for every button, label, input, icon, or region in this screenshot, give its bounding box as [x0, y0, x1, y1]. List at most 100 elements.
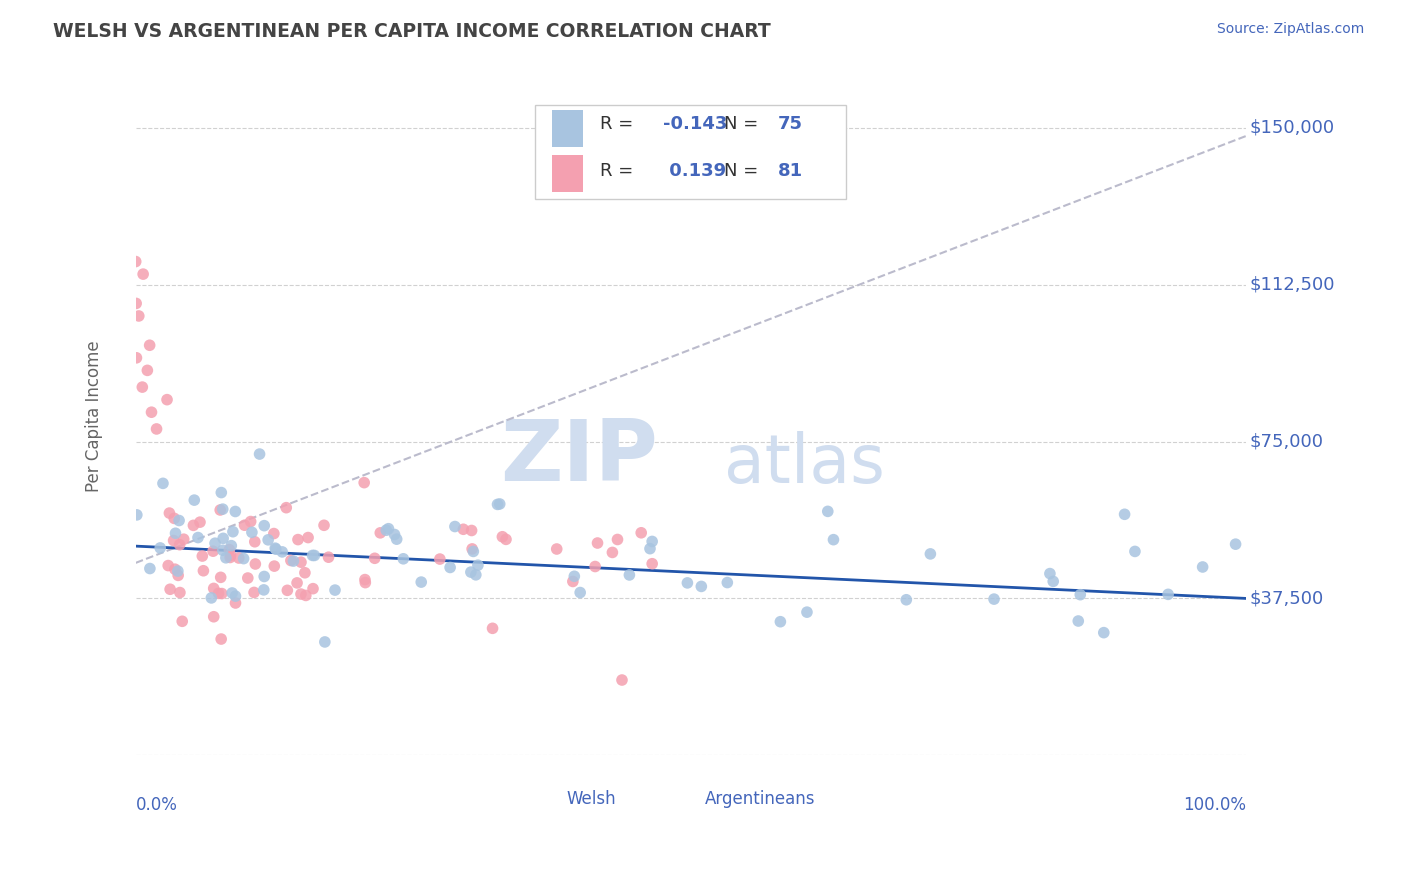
Point [392, 551, 415, 566]
Point [136, 363, 159, 377]
Point [676, 575, 699, 590]
Point [221, 539, 243, 553]
Point [141, 405, 163, 419]
Point [287, 533, 309, 547]
Point [209, 632, 232, 646]
Point [149, 541, 172, 555]
Point [215, 550, 238, 565]
Point [1092, 625, 1115, 640]
Point [354, 575, 377, 590]
Text: Per Capita Income: Per Capita Income [84, 341, 103, 492]
Point [602, 545, 624, 559]
Point [1157, 587, 1180, 601]
Point [209, 503, 232, 517]
Text: 0.139: 0.139 [664, 162, 727, 180]
Point [314, 635, 336, 649]
Point [222, 524, 245, 539]
Point [368, 525, 391, 540]
Text: 75: 75 [778, 114, 803, 133]
Text: 100.0%: 100.0% [1182, 796, 1246, 814]
Point [167, 514, 190, 528]
Text: Argentineans: Argentineans [706, 789, 815, 808]
Point [218, 542, 240, 557]
Point [162, 533, 184, 548]
Point [283, 554, 305, 568]
Text: N =: N = [724, 162, 763, 180]
Point [157, 558, 180, 573]
Text: -0.143: -0.143 [664, 114, 727, 133]
Point [280, 553, 302, 567]
Text: $150,000: $150,000 [1250, 119, 1334, 136]
Point [1039, 566, 1062, 581]
Point [285, 575, 308, 590]
Point [619, 568, 641, 582]
Point [264, 541, 287, 556]
Point [169, 585, 191, 599]
Point [453, 522, 475, 536]
Point [211, 543, 233, 558]
Point [983, 592, 1005, 607]
Point [211, 502, 233, 516]
Text: N =: N = [724, 114, 763, 133]
Text: 81: 81 [778, 162, 803, 180]
Point [202, 582, 225, 596]
Point [157, 506, 180, 520]
Point [191, 549, 214, 563]
Point [1114, 508, 1136, 522]
Point [569, 585, 592, 599]
Point [384, 527, 406, 541]
Point [253, 569, 276, 583]
Text: ZIP: ZIP [499, 416, 658, 499]
Text: $75,000: $75,000 [1250, 433, 1323, 450]
Point [318, 550, 340, 565]
Point [264, 542, 287, 557]
Point [546, 541, 568, 556]
Point [219, 549, 242, 563]
Point [276, 500, 298, 515]
Point [463, 544, 485, 558]
Point [290, 555, 312, 569]
Point [232, 551, 254, 566]
Point [239, 515, 262, 529]
Point [488, 497, 510, 511]
Point [204, 536, 226, 550]
Point [200, 591, 222, 605]
Point [243, 534, 266, 549]
Point [301, 549, 323, 563]
Point [138, 338, 160, 352]
Point [211, 586, 233, 600]
Point [1067, 614, 1090, 628]
Point [312, 518, 335, 533]
Point [638, 541, 661, 556]
Point [486, 497, 509, 511]
Point [169, 538, 191, 552]
Point [145, 422, 167, 436]
FancyBboxPatch shape [553, 110, 583, 147]
Point [240, 525, 263, 540]
Point [439, 560, 461, 574]
Point [224, 504, 246, 518]
Point [163, 562, 186, 576]
Point [460, 565, 482, 579]
Point [364, 551, 387, 566]
Text: 0.0%: 0.0% [136, 796, 177, 814]
Point [491, 530, 513, 544]
Point [920, 547, 942, 561]
Point [188, 515, 211, 529]
Point [460, 524, 482, 538]
Point [125, 351, 148, 365]
Point [225, 596, 247, 610]
Point [429, 552, 451, 566]
Point [187, 531, 209, 545]
Point [641, 534, 664, 549]
Point [212, 532, 235, 546]
Point [354, 573, 377, 587]
Point [1042, 574, 1064, 589]
Point [610, 673, 633, 687]
Point [159, 582, 181, 597]
Point [163, 511, 186, 525]
Point [202, 544, 225, 558]
Point [297, 531, 319, 545]
Point [139, 561, 162, 575]
Point [125, 254, 148, 268]
